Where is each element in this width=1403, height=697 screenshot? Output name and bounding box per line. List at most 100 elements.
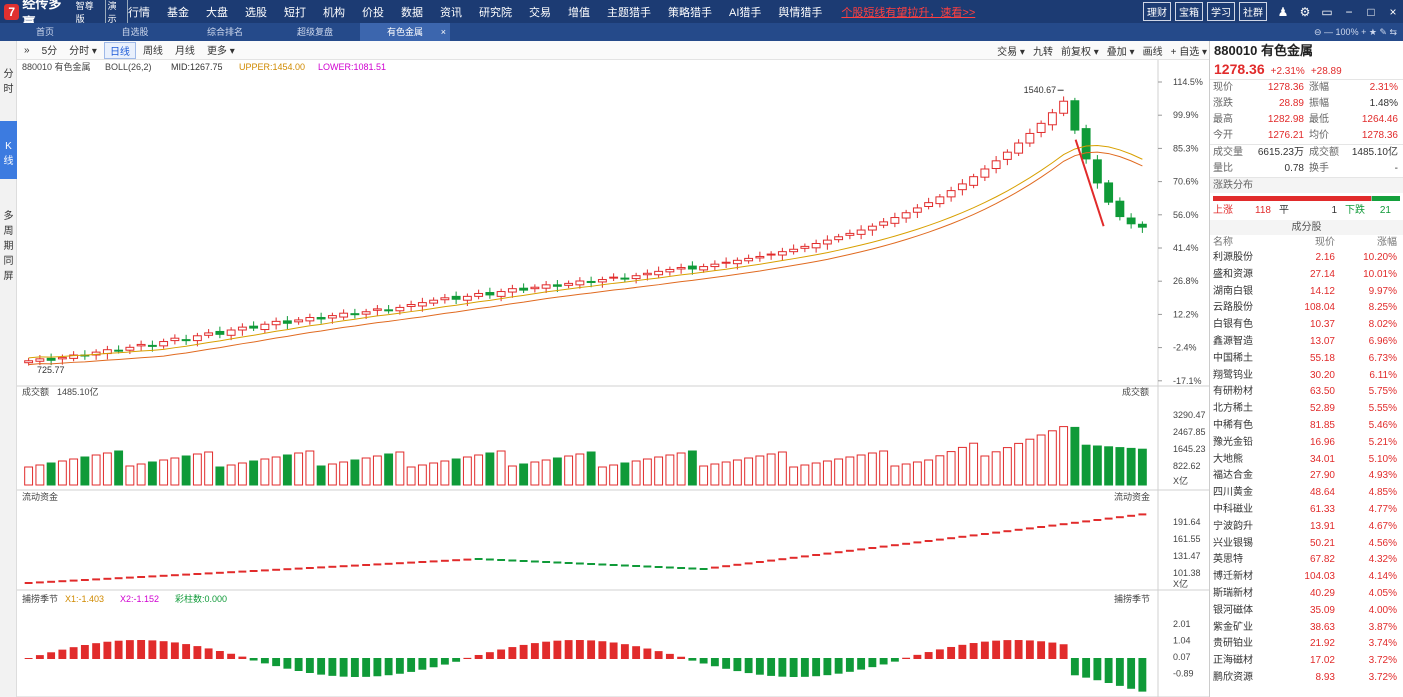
toolbar-button[interactable]: 九转 [1032,47,1053,58]
constituent-row[interactable]: 宁波韵升 13.91 4.67% [1210,519,1403,536]
constituent-row[interactable]: 四川黄金 48.64 4.85% [1210,485,1403,502]
menu-item[interactable]: 短打 [284,6,306,19]
constituent-row[interactable]: 兴业银锡 50.21 4.56% [1210,536,1403,553]
stock-price: 8.93 [1315,671,1335,683]
tab[interactable]: 自选股 [90,23,180,41]
catch-bar [58,649,67,659]
tab-label: 超级复盘 [296,27,333,37]
menu-item[interactable]: 舆情猎手 [778,6,823,19]
volume-bar [282,454,292,486]
constituent-row[interactable]: 中科磁业 61.33 4.77% [1210,502,1403,519]
user-icon[interactable]: ♟ [1277,4,1289,19]
constituent-row[interactable]: 鑫源智造 13.07 6.96% [1210,334,1403,351]
col-price[interactable]: 现价 [1315,237,1335,248]
menu-item[interactable]: 研究院 [479,6,512,19]
menu-item[interactable]: 数据 [401,6,423,19]
candle [969,176,979,186]
menu-item[interactable]: 基金 [167,6,189,19]
constituent-row[interactable]: 利源股份 2.16 10.20% [1210,250,1403,267]
top-button[interactable]: 社群 [1239,2,1267,21]
constituent-row[interactable]: 有研粉材 63.50 5.75% [1210,384,1403,401]
period-button[interactable]: 更多 ▾ [206,45,235,57]
volume-bar [845,456,855,486]
col-change[interactable]: 涨幅 [1377,237,1397,248]
tab[interactable]: 有色金属 × [360,23,450,41]
toolbar-button[interactable]: 叠加 ▾ [1106,47,1135,58]
menu-item[interactable]: 策略猎手 [668,6,712,19]
gear-icon[interactable]: ⚙ [1299,4,1311,19]
toolbar-button[interactable]: + 自选 ▾ [1170,47,1207,58]
constituent-row[interactable]: 银河磁体 35.09 4.00% [1210,603,1403,620]
period-button[interactable]: 月线 [174,45,195,57]
window-icon[interactable]: ▭ [1321,4,1333,19]
stock-change: 8.25% [1368,302,1397,314]
toolbar-button[interactable]: 前复权 ▾ [1060,47,1099,58]
constituent-row[interactable]: 云路股份 108.04 8.25% [1210,300,1403,317]
trend-line [1074,139,1105,227]
stock-name: 银河磁体 [1213,604,1253,616]
toolbar-button[interactable]: 画线 [1142,47,1163,58]
constituent-row[interactable]: 鹏欣资源 8.93 3.72% [1210,670,1403,687]
top-button[interactable]: 宝箱 [1175,2,1203,21]
period-selector: 5分 分时 ▾ 日线 周线 月线 更多 ▾ [35,41,240,59]
candle [417,302,427,307]
period-button[interactable]: 周线 [142,45,163,57]
stock-name: 盛和资源 [1213,268,1253,280]
menu-item[interactable]: 主题猎手 [607,6,651,19]
constituent-row[interactable]: 翔鹭钨业 30.20 6.11% [1210,368,1403,385]
menu-item[interactable]: 交易 [529,6,551,19]
toolbar-button[interactable]: 交易 ▾ [997,47,1025,58]
constituent-row[interactable]: 盛和资源 27.14 10.01% [1210,267,1403,284]
menu-item[interactable]: 行情 [128,6,150,19]
menu-item[interactable]: AI猎手 [729,6,762,19]
constituent-row[interactable]: 紫金矿业 38.63 3.87% [1210,620,1403,637]
catch-bar [350,658,359,677]
maximize-icon[interactable]: □ [1367,4,1375,19]
constituent-row[interactable]: 福达合金 27.90 4.93% [1210,468,1403,485]
tab[interactable]: 综合排名 [180,23,270,41]
stock-price: 35.09 [1309,604,1335,616]
constituent-row[interactable]: 英思特 67.82 4.32% [1210,552,1403,569]
constituent-row[interactable]: 中国稀土 55.18 6.73% [1210,351,1403,368]
constituent-row[interactable]: 北方稀土 52.89 5.55% [1210,401,1403,418]
top-button[interactable]: 学习 [1207,2,1235,21]
menu-item[interactable]: 资讯 [440,6,462,19]
menu-item[interactable]: 选股 [245,6,267,19]
top-button[interactable]: 理财 [1143,2,1171,21]
stock-name: 福达合金 [1213,470,1253,482]
tab[interactable]: 超级复盘 [270,23,360,41]
close-icon[interactable]: × [1389,4,1397,19]
constituent-row[interactable]: 豫光金铅 16.96 5.21% [1210,435,1403,452]
catch-bar [272,658,281,667]
quote-label: 振幅 [1309,98,1329,109]
tab[interactable]: 首页 [0,23,90,41]
app-version: 智尊版 [75,0,94,24]
collapse-icon[interactable]: » [24,44,30,56]
volume-right-title: 成交额 [1122,386,1149,397]
constituent-row[interactable]: 大地熊 34.01 5.10% [1210,452,1403,469]
stock-change: 10.20% [1363,252,1397,263]
menu-item[interactable]: 机构 [323,6,345,19]
constituent-row[interactable]: 湖南白银 14.12 9.97% [1210,284,1403,301]
period-button[interactable]: 日线 [103,41,136,59]
constituent-row[interactable]: 贵研铂业 21.92 3.74% [1210,636,1403,653]
minimize-icon[interactable]: − [1345,4,1353,19]
constituent-row[interactable]: 斯瑞新材 40.29 4.05% [1210,586,1403,603]
tab-close-icon[interactable]: × [440,27,446,37]
constituent-row[interactable]: 中稀有色 81.85 5.46% [1210,418,1403,435]
constituent-row[interactable]: 正海磁材 17.02 3.72% [1210,653,1403,670]
menu-item[interactable]: 增值 [568,6,590,19]
period-button[interactable]: 5分 [41,45,58,57]
constituent-row[interactable]: 白银有色 10.37 8.02% [1210,317,1403,334]
left-nav-item[interactable]: 多周期同屏 [3,211,14,282]
menu-item[interactable]: 大盘 [206,6,228,19]
promo-link[interactable]: 个股短线有望拉升，速看>> [841,6,976,19]
menu-item[interactable]: 价投 [362,6,384,19]
col-name[interactable]: 名称 [1213,237,1233,248]
chart-area[interactable]: 880010 有色金属 BOLL(26,2) MID:1267.75 UPPER:14… [17,60,1209,697]
stock-change: 4.77% [1368,503,1397,515]
period-button[interactable]: 分时 ▾ [69,45,97,57]
constituent-row[interactable]: 博迁新材 104.03 4.14% [1210,569,1403,586]
left-nav-item[interactable]: 分时 [3,69,14,95]
